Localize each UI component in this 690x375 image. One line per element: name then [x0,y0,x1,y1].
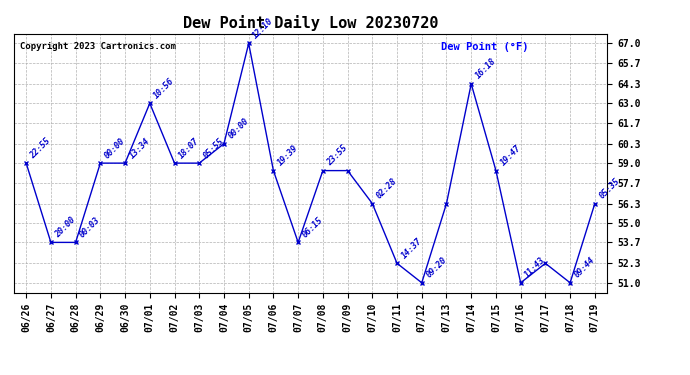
Text: Copyright 2023 Cartronics.com: Copyright 2023 Cartronics.com [20,42,176,51]
Text: 06:15: 06:15 [301,215,325,239]
Text: 00:03: 00:03 [78,215,102,239]
Text: 00:00: 00:00 [226,117,250,141]
Text: 14:37: 14:37 [400,236,424,260]
Text: 19:47: 19:47 [498,144,522,168]
Text: 22:55: 22:55 [29,136,52,160]
Text: 05:35: 05:35 [598,177,622,201]
Text: 09:44: 09:44 [573,256,597,280]
Text: 05:55: 05:55 [201,136,226,160]
Text: 19:39: 19:39 [276,144,300,168]
Text: 20:00: 20:00 [53,215,77,239]
Text: 23:55: 23:55 [326,144,349,168]
Text: 10:56: 10:56 [152,76,177,100]
Text: 16:18: 16:18 [474,57,497,81]
Text: 09:20: 09:20 [424,256,448,280]
Text: 13:34: 13:34 [128,136,152,160]
Text: 18:07: 18:07 [177,136,201,160]
Text: Dew Point (°F): Dew Point (°F) [441,42,529,51]
Title: Dew Point Daily Low 20230720: Dew Point Daily Low 20230720 [183,15,438,31]
Text: 11:43: 11:43 [523,256,547,280]
Text: 12:10: 12:10 [251,16,275,40]
Text: 02:28: 02:28 [375,177,399,201]
Text: 00:00: 00:00 [103,136,127,160]
